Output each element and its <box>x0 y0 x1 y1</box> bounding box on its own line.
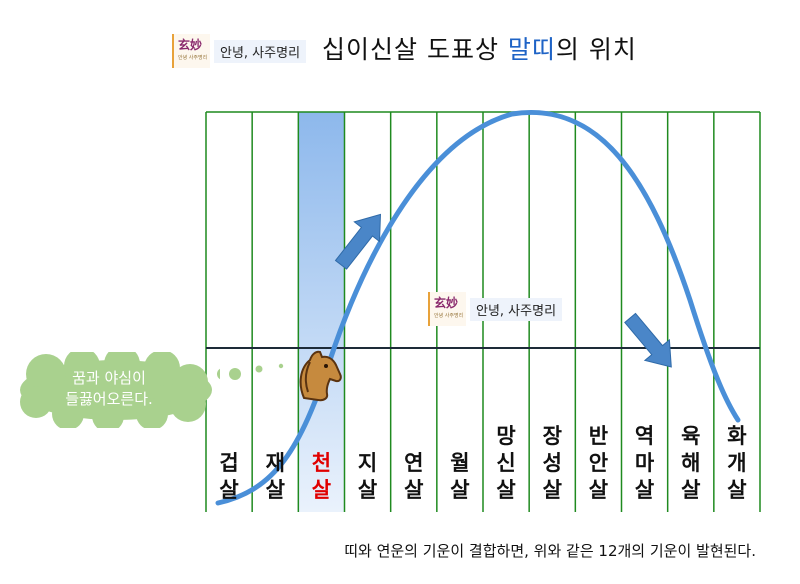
thought-bubble-text: 꿈과 야심이 들끓어오른다. <box>20 368 198 410</box>
logo-text: 안녕, 사주명리 <box>470 297 563 321</box>
logo-mark-small-text: 안녕 사주명리 <box>178 55 208 61</box>
title-prefix: 십이신살 도표상 <box>322 35 508 64</box>
title-suffix: 의 위치 <box>555 35 637 64</box>
title-highlight: 말띠 <box>507 35 556 64</box>
page-title: 십이신살 도표상 말띠의 위치 <box>322 30 637 66</box>
horse-head-icon <box>299 350 342 402</box>
up-right-arrow-icon <box>334 213 381 270</box>
thought-bubble-line2: 들끓어오른다. <box>65 390 153 408</box>
energy-curve <box>215 110 741 506</box>
title-logo: 玄妙 안녕 사주명리 안녕, 사주명리 <box>172 34 307 68</box>
logo-mark-text: 玄妙 <box>178 38 203 52</box>
logo-mark-icon: 玄妙 안녕 사주명리 <box>172 34 210 68</box>
caption-text: 띠와 연운의 기운이 결합하면, 위와 같은 12개의 기운이 발현된다. <box>344 542 756 560</box>
highlight-column-band <box>298 112 345 512</box>
down-right-arrow-icon <box>624 312 672 368</box>
thought-bubble-line1: 꿈과 야심이 <box>72 369 146 387</box>
thought-bubble <box>20 352 220 428</box>
logo-text: 안녕, 사주명리 <box>214 39 307 63</box>
logo-mark-icon: 玄妙 안녕 사주명리 <box>428 292 466 326</box>
logo-mark-small-text: 안녕 사주명리 <box>434 313 464 319</box>
center-watermark-logo: 玄妙 안녕 사주명리 안녕, 사주명리 <box>428 292 563 326</box>
logo-mark-text: 玄妙 <box>434 296 459 310</box>
